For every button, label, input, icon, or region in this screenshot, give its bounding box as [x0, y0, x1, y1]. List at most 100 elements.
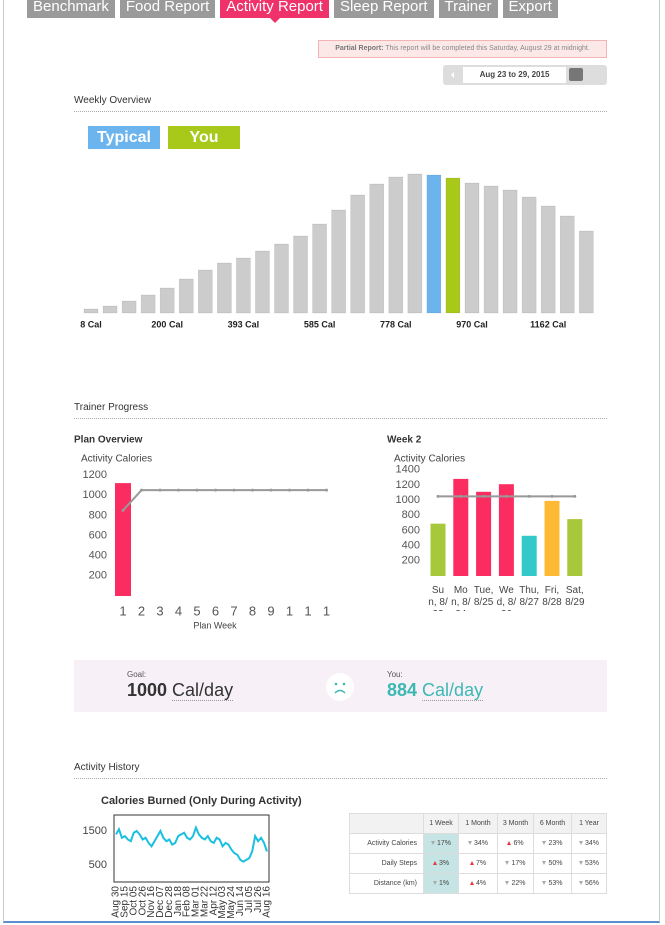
x-tick-label: Sep 15 [120, 886, 131, 918]
y-tick-label: 600 [402, 524, 420, 536]
y-tick-label: 800 [402, 509, 420, 521]
cell-value: 50% [548, 860, 563, 867]
trend-arrow [507, 841, 512, 846]
section-heading: Weekly Overview [74, 95, 607, 112]
bar [255, 250, 270, 314]
cell-value: 23% [548, 840, 563, 847]
line-point [459, 494, 463, 498]
bar [102, 305, 118, 314]
you-label: You: [387, 670, 403, 679]
bar [217, 262, 232, 314]
bar [350, 194, 366, 314]
date-picker[interactable]: Aug 23 to 29, 2015 [443, 65, 607, 85]
x-tick-label: Jun 14 [235, 886, 246, 916]
y-tick-label: 1000 [83, 489, 107, 501]
tab[interactable]: Activity Report [220, 0, 329, 23]
section-heading: Trainer Progress [74, 402, 607, 419]
line-point [177, 488, 180, 492]
bar [430, 523, 446, 576]
y-tick-label: 200 [89, 570, 107, 582]
x-tick-label: Aug 30 [111, 886, 122, 918]
you-number: 884 [387, 680, 418, 700]
x-tick-label: 8 [249, 603, 256, 618]
goal-unit: Cal/day [172, 680, 234, 701]
bar [274, 243, 289, 314]
line-point [140, 488, 143, 492]
x-tick-label: 7 [230, 603, 237, 618]
x-tick-label: Mar 22 [199, 886, 210, 918]
y-tick-label: 200 [402, 555, 420, 567]
bar [198, 269, 213, 314]
cell-value: 53% [584, 860, 599, 867]
notice: Partial Report: This report will be comp… [318, 40, 607, 58]
x-tick-label: Feb 08 [182, 886, 193, 918]
trend-arrow [578, 861, 583, 866]
line-point [550, 494, 554, 498]
cell-value: 7% [475, 860, 487, 867]
line-point [306, 488, 310, 492]
cell-value: 34% [584, 840, 599, 847]
legend-button[interactable]: You [168, 126, 240, 149]
x-tick-label: 1 [304, 603, 311, 618]
tab[interactable]: Sleep Report [333, 0, 434, 18]
y-tick-label: 400 [402, 540, 420, 552]
x-tick-label: Wed, 8/26 [496, 585, 517, 611]
x-tick-label: Jan 18 [173, 886, 184, 916]
calendar-icon[interactable] [569, 68, 583, 81]
x-tick-label: Mar 01 [191, 886, 202, 918]
trend-arrow [430, 841, 435, 846]
x-tick-label: 778 Cal [380, 319, 412, 329]
tab[interactable]: Trainer [438, 0, 498, 18]
x-tick-label: 4 [175, 603, 182, 618]
tab[interactable]: Export [502, 0, 558, 18]
x-tick-label: Tue, 8/25 [473, 585, 494, 608]
trend-arrow [469, 881, 474, 886]
chart-title: Week 2 [387, 435, 422, 446]
x-tick-label: Fri, 8/28 [542, 585, 562, 608]
bar [540, 205, 556, 314]
x-tick-label: Thu, 8/27 [519, 585, 540, 608]
bar [312, 223, 327, 314]
x-tick-label: 200 Cal [151, 319, 183, 329]
bar [559, 215, 575, 314]
tab[interactable]: Benchmark [27, 0, 115, 18]
y-tick-label: 500 [89, 859, 107, 871]
column-header: 1 Year [571, 813, 607, 834]
notice-text: This report will be completed this Satur… [385, 45, 590, 52]
header-row: 1 Week 1 Month 3 Month 6 Month 1 Year [349, 813, 607, 834]
cell-value: 56% [584, 880, 599, 887]
trend-arrow [542, 881, 547, 886]
bar [426, 174, 442, 314]
x-tick-label: 1 [323, 603, 330, 618]
x-tick-label: Sat, 8/29 [565, 585, 585, 608]
bar [159, 287, 175, 314]
x-tick-label: 970 Cal [456, 319, 488, 329]
bar [498, 484, 514, 576]
line-point [482, 494, 486, 498]
line-point [504, 494, 508, 498]
goal-label: Goal: [127, 670, 147, 679]
x-tick-label: Oct 26 [137, 886, 148, 916]
date-range[interactable]: Aug 23 to 29, 2015 [463, 67, 566, 83]
tab[interactable]: Food Report [119, 0, 216, 18]
comparison-table: 1 Week 1 Month 3 Month 6 Month 1 Year Activit… [349, 813, 607, 894]
trend-arrow [432, 881, 437, 886]
x-tick-label: Jul 26 [253, 886, 264, 913]
goal-value: 1000 Cal/day [127, 680, 234, 701]
chart-title: Calories Burned (Only During Activity) [101, 795, 302, 807]
bar [369, 183, 385, 314]
bar [521, 535, 537, 576]
cell-value: 34% [473, 840, 488, 847]
legend-button[interactable]: Typical [88, 126, 160, 149]
y-tick-label: 600 [89, 529, 107, 541]
table-cell: 56% [571, 873, 607, 894]
cell-value: 22% [511, 880, 526, 887]
table-row: Distance (km) 1% 4% 22% 53% 56% [349, 873, 607, 894]
prev-arrow[interactable] [451, 72, 454, 78]
x-tick-label: 9 [267, 603, 274, 618]
x-tick-label: 1 [119, 603, 126, 618]
y-tick-label: 400 [89, 550, 107, 562]
bar [140, 294, 156, 314]
x-tick-label: 3 [156, 603, 163, 618]
